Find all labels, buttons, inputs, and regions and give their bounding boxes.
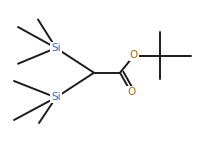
Text: O: O (130, 51, 138, 60)
Text: Si: Si (51, 43, 61, 53)
Text: O: O (127, 87, 135, 97)
Text: Si: Si (51, 93, 61, 102)
